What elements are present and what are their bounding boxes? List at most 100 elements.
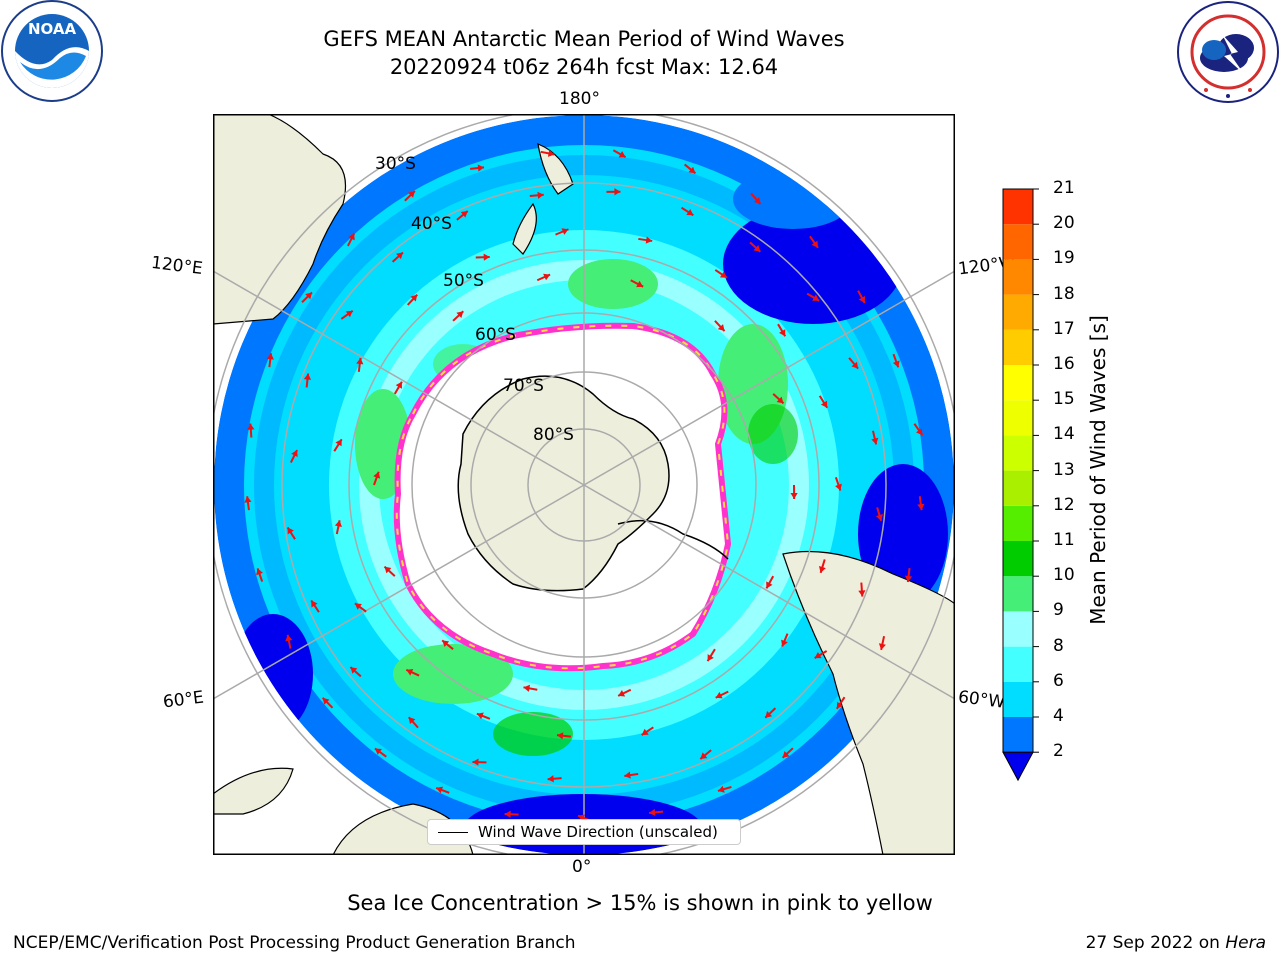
legend-label: Wind Wave Direction (unscaled) — [478, 823, 718, 841]
wave-direction-arrowhead — [472, 758, 479, 766]
wave-direction-arrowhead — [618, 690, 626, 697]
wave-direction-arrowhead — [483, 253, 490, 261]
polar-map: 30°S 40°S 50°S 60°S 70°S 80°S — [213, 114, 955, 855]
wave-direction-arrowhead — [285, 634, 293, 642]
run-date: 27 Sep 2022 on Hera — [1086, 933, 1266, 953]
chart-title: GEFS MEAN Antarctic Mean Period of Wind … — [323, 27, 845, 51]
wave-direction-arrowhead — [356, 358, 364, 365]
wave-direction-arrowhead — [904, 575, 913, 583]
colorbar-band — [1003, 435, 1033, 471]
wave-direction-arrowhead — [753, 245, 761, 252]
colorbar-band — [1003, 611, 1033, 647]
sea-ice-caption: Sea Ice Concentration > 15% is shown in … — [347, 891, 933, 915]
wave-direction-arrowhead — [442, 640, 450, 647]
wave-direction-arrowhead — [547, 149, 555, 157]
wave-direction-arrowhead — [350, 667, 358, 674]
wave-direction-arrowhead — [244, 496, 252, 503]
colorbar-tick-label: 8 — [1053, 635, 1064, 656]
lat-label-40s: 40°S — [411, 214, 452, 234]
colorbar-tick-label: 6 — [1053, 670, 1064, 691]
wave-direction-arrowhead — [641, 728, 649, 736]
wave-direction-arrowhead — [717, 785, 725, 793]
wave-direction-arrowhead — [410, 294, 418, 302]
colorbar-band — [1003, 329, 1033, 365]
lon-label-60e: 60°E — [161, 687, 205, 713]
wave-direction-arrowhead — [477, 164, 485, 172]
wave-direction-arrowhead — [266, 353, 274, 360]
map-legend: Wind Wave Direction (unscaled) — [427, 819, 741, 845]
colorbar-band — [1003, 294, 1033, 330]
chart-subtitle: 20220924 t06z 264h fcst Max: 12.64 — [389, 55, 779, 79]
wave-direction-arrowhead — [523, 684, 531, 692]
wave-direction-arrowhead — [835, 483, 842, 491]
colorbar-tick-label: 17 — [1053, 318, 1075, 339]
colorbar-extend-triangle — [1002, 751, 1034, 782]
wave-direction-arrowhead — [396, 252, 403, 260]
wave-direction-arrowhead — [322, 697, 330, 705]
wave-direction-arrowhead — [707, 654, 714, 662]
wave-direction-arrowhead — [374, 748, 382, 755]
wave-direction-arrowhead — [814, 651, 822, 659]
wave-direction-arrowhead — [719, 271, 727, 278]
colorbar-tick-label: 13 — [1053, 459, 1075, 480]
colorbar-tick-label: 16 — [1053, 354, 1075, 374]
colorbar-band — [1003, 259, 1033, 295]
wave-direction-arrowhead — [547, 775, 554, 783]
noaa-logo-icon: NOAA — [1, 0, 103, 102]
wave-direction-arrowhead — [556, 732, 564, 740]
wave-direction-arrowhead — [543, 273, 551, 281]
wave-direction-arrowhead — [649, 808, 656, 816]
run-date-text: 27 Sep 2022 on — [1085, 933, 1220, 953]
wave-direction-arrowhead — [334, 520, 342, 527]
wave-direction-arrowhead — [618, 151, 626, 158]
wave-direction-arrowhead — [878, 643, 886, 650]
lat-label-50s: 50°S — [443, 271, 484, 291]
wave-direction-arrowhead — [456, 311, 464, 318]
run-machine: Hera — [1225, 933, 1266, 953]
colorbar-band — [1003, 224, 1033, 260]
nws-logo-icon — [1177, 1, 1279, 103]
wave-direction-arrowhead — [305, 292, 313, 300]
wave-direction-arrowhead — [436, 786, 444, 794]
wave-direction-arrowhead — [858, 296, 866, 304]
wave-direction-arrowhead — [645, 236, 653, 244]
colorbar-band — [1003, 470, 1033, 506]
colorbar-tick-label: 9 — [1053, 600, 1064, 621]
lon-label-120e: 120°E — [149, 252, 204, 280]
colorbar-band — [1003, 541, 1033, 577]
wave-direction-arrowhead — [636, 280, 644, 288]
colorbar-band — [1003, 717, 1033, 753]
wave-direction-arrowhead — [287, 527, 294, 535]
colorbar-band — [1003, 576, 1033, 612]
wave-direction-arrowhead — [345, 310, 353, 318]
wave-direction-arrowhead — [406, 668, 414, 676]
wave-direction-arrowhead — [348, 233, 355, 241]
wave-direction-arrowhead — [765, 711, 773, 718]
polar-map-svg: 30°S 40°S 50°S 60°S 70°S 80°S — [213, 114, 955, 855]
wave-direction-arrowhead — [373, 471, 381, 479]
wave-direction-arrowhead — [247, 423, 255, 430]
wave-direction-arrowhead — [776, 396, 784, 404]
antarctica-landmass — [457, 375, 729, 592]
wave-direction-arrowhead — [812, 294, 820, 301]
colorbar-tick-label: 2 — [1053, 741, 1064, 762]
wave-direction-arrowhead — [851, 361, 859, 369]
wave-direction-arrowhead — [781, 639, 788, 647]
wave-direction-arrowhead — [256, 568, 263, 576]
colorbar-label: Mean Period of Wind Waves [s] — [1086, 315, 1110, 625]
colorbar-tick-label: 12 — [1053, 494, 1075, 515]
wave-direction-arrowhead — [790, 492, 798, 499]
lat-label-70s: 70°S — [503, 376, 544, 396]
wave-direction-arrowhead — [624, 771, 631, 779]
wave-direction-arrowhead — [395, 381, 402, 389]
wave-direction-arrowhead — [779, 329, 786, 337]
wave-direction-arrowhead — [335, 439, 342, 447]
colorbar — [1002, 188, 1039, 782]
colorbar-tick-label: 19 — [1053, 248, 1075, 269]
latitude-labels: 30°S 40°S 50°S 60°S 70°S 80°S — [375, 154, 574, 445]
wave-direction-arrowhead — [871, 437, 879, 445]
lon-label-0: 0° — [572, 857, 592, 877]
wave-direction-arrowhead — [688, 166, 696, 174]
colorbar-band — [1003, 681, 1033, 717]
lon-label-180: 180° — [559, 89, 600, 109]
